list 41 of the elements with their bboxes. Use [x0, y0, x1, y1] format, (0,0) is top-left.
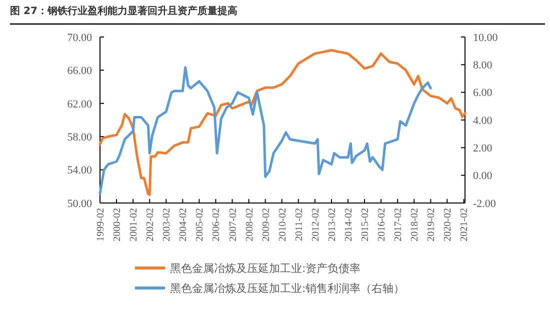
x-tick-label: 2010-02 [277, 208, 288, 242]
x-tick-label: 2021-02 [459, 208, 470, 242]
y-tick-label: 70.00 [67, 32, 92, 44]
x-tick-label: 1999-02 [96, 208, 106, 242]
x-tick-label: 2005-02 [194, 208, 206, 242]
y2-tick-label: 4.00 [473, 114, 493, 127]
x-tick-label: 2016-02 [376, 208, 388, 242]
legend-label: 黑色金属冶炼及压延加工业:资产负债率 [170, 262, 361, 275]
chart-title: 图 27：钢铁行业盈利能力显著回升且资产质量提高 [10, 5, 238, 17]
x-tick-label: 2006-02 [211, 208, 222, 242]
x-tick-label: 2004-02 [178, 208, 190, 242]
x-tick-label: 2003-02 [162, 208, 173, 242]
y-tick-label: 58.00 [67, 131, 92, 144]
x-tick-label: 2002-02 [145, 208, 156, 242]
y2-tick-label: 8.00 [473, 60, 493, 72]
x-tick-label: 2011-02 [294, 208, 305, 241]
y2-tick-label: 0.00 [473, 170, 493, 182]
y-tick-label: 50.00 [67, 198, 92, 210]
x-tick-label: 2000-02 [112, 208, 124, 242]
x-tick-label: 2001-02 [128, 208, 140, 242]
y-tick-label: 54.00 [67, 164, 92, 177]
x-tick-label: 2007-02 [228, 208, 239, 242]
x-tick-label: 2017-02 [393, 208, 404, 242]
y2-tick-label: 6.00 [473, 87, 493, 100]
y2-tick-label: 10.00 [473, 32, 498, 44]
x-tick-label: 2008-02 [244, 208, 256, 242]
y2-tick-label: -2.00 [473, 198, 496, 210]
x-tick-label: 2014-02 [343, 208, 354, 242]
line-series [98, 66, 432, 195]
x-tick-label: 2013-02 [326, 208, 338, 242]
y2-tick-label: 2.00 [473, 142, 493, 155]
x-tick-label: 2019-02 [426, 208, 438, 242]
x-tick-label: 2009-02 [260, 208, 272, 242]
x-tick-label: 2018-02 [410, 208, 421, 242]
legend-label: 黑色金属冶炼及压延加工业:销售利润率（右轴） [170, 282, 405, 295]
y-tick-label: 62.00 [67, 98, 92, 110]
y-tick-label: 66.00 [67, 65, 92, 78]
x-tick-label: 2015-02 [360, 208, 372, 242]
x-tick-label: 2012-02 [310, 208, 322, 242]
line-series [98, 49, 466, 196]
x-tick-label: 2020-02 [442, 208, 454, 242]
